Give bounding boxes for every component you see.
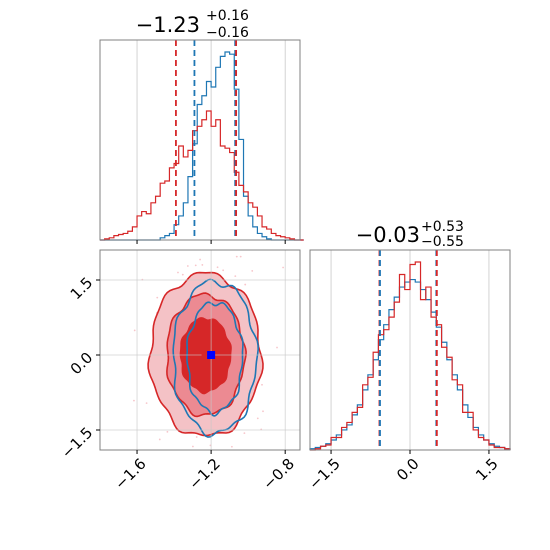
histogram-steps [309, 261, 511, 451]
sample-point [145, 402, 148, 405]
axes-frame [99, 249, 301, 451]
sample-point [199, 258, 201, 261]
sample-point [276, 346, 278, 349]
sample-point [235, 255, 238, 258]
center-marker [207, 351, 216, 359]
sample-point [216, 266, 219, 269]
y-tick-label: 0.0 [67, 349, 97, 379]
sample-point [282, 266, 284, 269]
x-tick-label: −1.6 [111, 455, 149, 493]
sample-point [195, 436, 198, 438]
sample-point [262, 410, 264, 413]
title-value: −0.03 [356, 223, 420, 247]
sample-point [256, 417, 259, 420]
sample-point [166, 430, 169, 433]
histogram-panel-param-1: −1.5 0.0 1.5 −0.03 +0.53 −0.55 [305, 219, 511, 493]
blue-contours [172, 278, 260, 438]
x-tick-marks [330, 450, 490, 454]
x-tick-label: −1.5 [305, 455, 343, 493]
histogram-series-red [100, 110, 304, 241]
sample-point [181, 273, 184, 276]
sample-point [192, 445, 194, 448]
center-marker [201, 351, 210, 359]
grid-lines [136, 40, 286, 240]
sample-point [243, 432, 246, 434]
sample-point [133, 399, 135, 402]
x-tick-label: 1.5 [472, 455, 502, 485]
sample-point [201, 264, 204, 266]
grid-lines [100, 250, 300, 450]
sample-point [186, 265, 189, 267]
x-tick-marks [136, 240, 286, 244]
histogram-series-blue [100, 51, 304, 241]
sample-point [158, 438, 161, 441]
title-value: −1.23 [136, 13, 200, 37]
blue-contour-level [186, 301, 244, 417]
sample-point [244, 283, 247, 286]
histogram-panel-param-0: −1.23 +0.16 −0.16 [99, 8, 304, 244]
tick-marks [96, 279, 286, 454]
panel-title: −0.03 +0.53 −0.55 [356, 219, 464, 250]
contour-panel: −1.6 −1.2 −0.8 −1.5 0.0 1.5 [58, 249, 301, 493]
sample-point [194, 264, 197, 267]
sample-point [234, 275, 237, 278]
histogram-steps [100, 51, 304, 241]
sample-point [261, 383, 263, 386]
y-tick-label: 1.5 [67, 274, 97, 304]
y-tick-labels: −1.5 0.0 1.5 [58, 274, 96, 462]
axes-frame [99, 39, 301, 241]
sample-point [177, 271, 179, 274]
x-tick-label: 0.0 [393, 455, 423, 485]
panel-title: −1.23 +0.16 −0.16 [136, 8, 249, 41]
sample-point [230, 445, 233, 448]
x-tick-label: −0.8 [259, 455, 297, 493]
sample-point [222, 269, 225, 272]
quantile-lines [175, 40, 238, 240]
y-tick-label: −1.5 [58, 424, 96, 462]
title-lower-error: −0.16 [206, 25, 249, 41]
title-upper-error: +0.16 [206, 8, 249, 24]
histogram-series-red [310, 261, 511, 451]
sample-point [156, 296, 159, 299]
sample-point [251, 270, 254, 272]
sample-point [133, 329, 136, 332]
title-upper-error: +0.53 [421, 219, 464, 235]
x-tick-label: −1.2 [185, 455, 223, 493]
x-tick-labels: −1.6 −1.2 −0.8 [111, 455, 298, 493]
blue-contour-level [172, 278, 260, 438]
title-lower-error: −0.55 [421, 234, 464, 250]
quantile-lines [378, 250, 438, 450]
x-tick-labels: −1.5 0.0 1.5 [305, 455, 501, 493]
center-markers [201, 351, 216, 359]
sample-point [239, 255, 242, 258]
